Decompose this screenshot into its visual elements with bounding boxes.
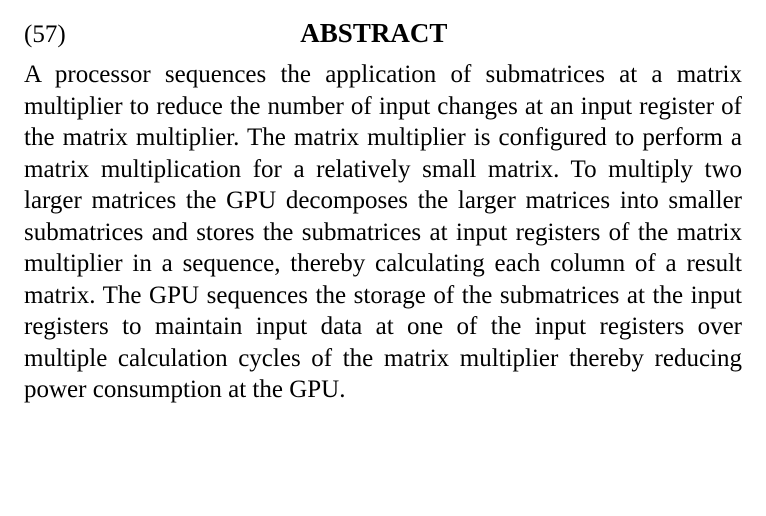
- abstract-title: ABSTRACT: [66, 18, 742, 49]
- abstract-header: (57) ABSTRACT: [24, 18, 742, 49]
- section-number: (57): [24, 21, 66, 49]
- abstract-body: A processor sequences the application of…: [24, 59, 742, 406]
